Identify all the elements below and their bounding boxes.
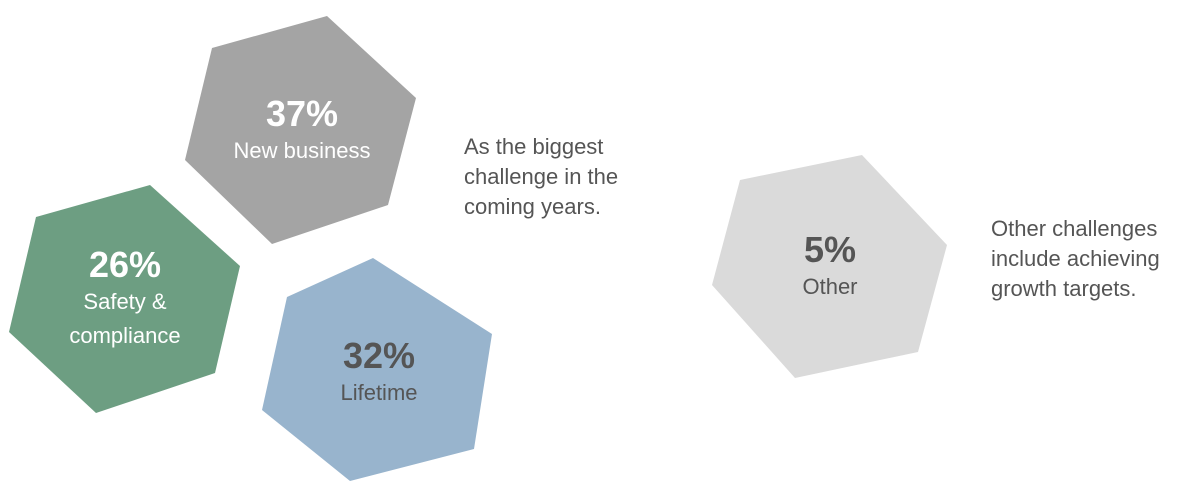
label-lifetime: Lifetime — [340, 380, 418, 405]
main-caption: As the biggest challenge in the coming y… — [464, 134, 619, 219]
other-caption: Other challenges include achieving growt… — [991, 216, 1160, 301]
hexagon-lifetime — [262, 258, 492, 481]
percent-lifetime: 32% — [342, 335, 416, 376]
hex-text-lifetime: 32% Lifetime — [299, 336, 459, 410]
hex-text-new-business: 37% New business — [217, 94, 387, 168]
percent-new-business: 37% — [265, 93, 339, 134]
hex-text-other: 5% Other — [760, 230, 900, 304]
label-other: Other — [802, 274, 858, 299]
label-safety-compliance: Safety & compliance — [69, 289, 181, 348]
percent-other: 5% — [803, 229, 857, 270]
hexagon-safety-compliance — [9, 185, 240, 413]
hexagon-new-business — [185, 16, 416, 244]
label-new-business: New business — [233, 138, 371, 163]
hexagon-other — [712, 155, 947, 378]
percent-safety-compliance: 26% — [88, 244, 162, 285]
hex-text-safety-compliance: 26% Safety & compliance — [45, 245, 205, 353]
